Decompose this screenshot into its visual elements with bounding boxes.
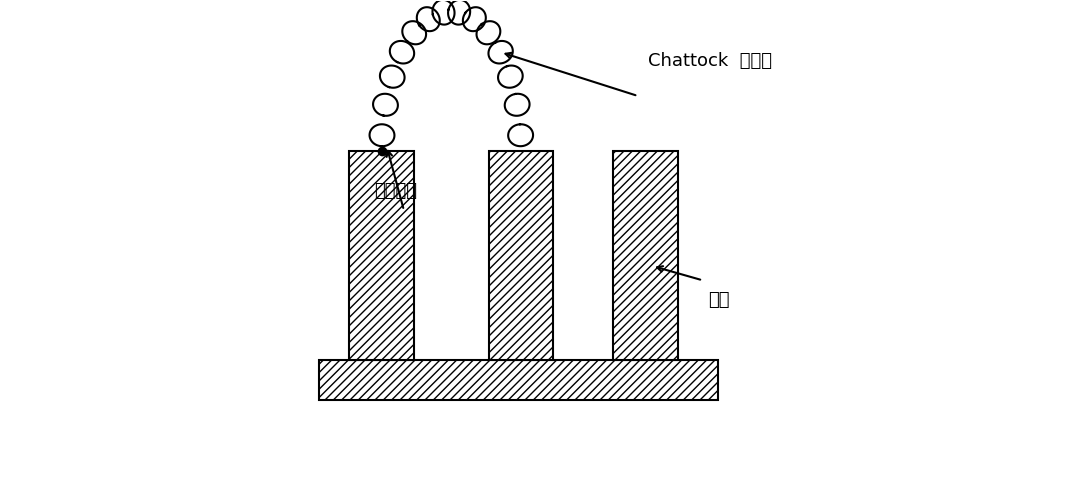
Bar [349, 151, 414, 360]
Text: 故障電流: 故障電流 [374, 182, 417, 200]
Text: Chattock  磁位計: Chattock 磁位計 [648, 52, 772, 70]
Bar [613, 151, 679, 360]
Bar [319, 360, 718, 400]
Bar [489, 151, 554, 360]
Text: 齒部: 齒部 [708, 291, 729, 309]
